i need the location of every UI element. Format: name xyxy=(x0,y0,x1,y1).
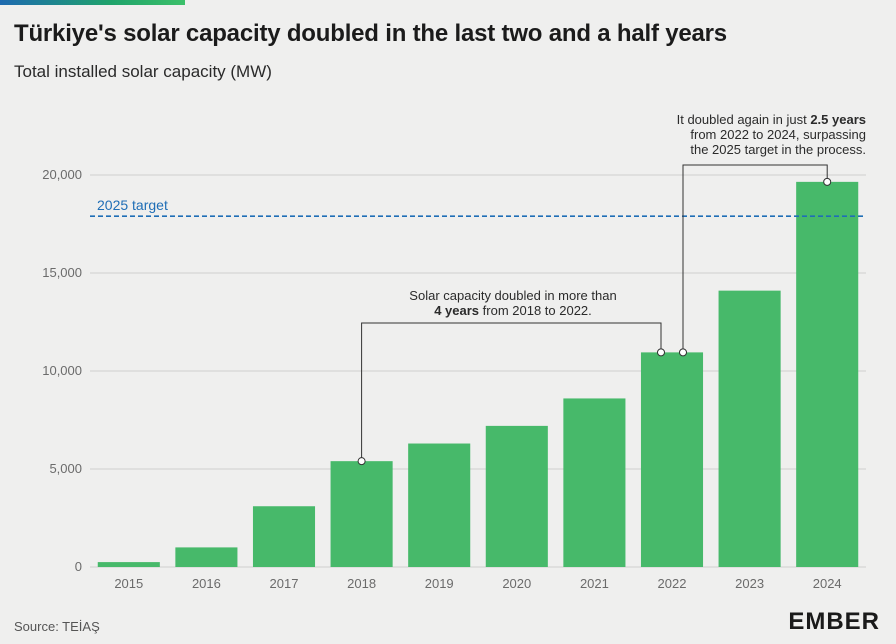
y-tick-label: 10,000 xyxy=(42,363,82,378)
x-axis-ticks: 2015 2016 2017 2018 2019 2020 2021 2022 2023 2024 xyxy=(114,576,841,591)
bar-2016 xyxy=(175,547,238,567)
x-tick-label: 2018 xyxy=(347,576,376,591)
annotation-span: Solar capacity doubled in more than xyxy=(409,288,616,303)
bar-2015 xyxy=(97,562,160,567)
annotation-bold: 4 years xyxy=(434,303,479,318)
x-tick-label: 2022 xyxy=(658,576,687,591)
annotation-marker xyxy=(679,348,687,357)
bar-2020 xyxy=(485,425,548,567)
bar-2022 xyxy=(640,352,704,567)
bar-2017 xyxy=(252,506,316,567)
annotation-marker xyxy=(823,177,832,186)
ember-logo: EMBER xyxy=(788,608,880,636)
x-tick-label: 2024 xyxy=(813,576,842,591)
x-tick-label: 2016 xyxy=(192,576,221,591)
bar-2018 xyxy=(330,461,393,567)
x-tick-label: 2017 xyxy=(270,576,299,591)
logo-text: EMBER xyxy=(788,608,880,635)
chart-title: Türkiye's solar capacity doubled in the … xyxy=(14,20,727,47)
annotation-text: It doubled again in just 2.5 years xyxy=(677,112,866,127)
bar-2023 xyxy=(718,290,781,567)
bar-2019 xyxy=(408,443,471,567)
y-tick-label: 20,000 xyxy=(42,167,82,182)
y-tick-label: 15,000 xyxy=(42,265,82,280)
annotation-bold: 2.5 years xyxy=(810,112,866,127)
source-note: Source: TEİAŞ xyxy=(14,619,100,634)
x-tick-label: 2021 xyxy=(580,576,609,591)
accent-bar xyxy=(0,0,185,5)
annotation-span: the 2025 target in the process. xyxy=(690,142,866,157)
annotation-text: from 2022 to 2024, surpassing xyxy=(690,127,866,142)
target-line-group: 2025 target xyxy=(90,197,866,217)
target-label: 2025 target xyxy=(97,197,168,213)
x-tick-label: 2020 xyxy=(502,576,531,591)
y-tick-label: 0 xyxy=(75,559,82,574)
y-axis-ticks: 0 5,000 10,000 15,000 20,000 xyxy=(42,167,82,574)
chart-subtitle: Total installed solar capacity (MW) xyxy=(14,62,272,81)
annotation-bracket xyxy=(361,322,662,462)
x-tick-label: 2023 xyxy=(735,576,764,591)
annotation-bracket xyxy=(682,164,828,353)
annotation-text: 4 years from 2018 to 2022. xyxy=(434,303,592,318)
annotation-text: Solar capacity doubled in more than xyxy=(409,288,616,303)
annotation-text: the 2025 target in the process. xyxy=(690,142,866,157)
annotation-marker xyxy=(357,457,366,466)
y-tick-label: 5,000 xyxy=(49,461,82,476)
x-tick-label: 2015 xyxy=(114,576,143,591)
annotation-marker xyxy=(657,348,665,357)
annotation-span: It doubled again in just xyxy=(677,112,811,127)
annotation-span: from 2018 to 2022. xyxy=(479,303,592,318)
annotation-span: from 2022 to 2024, surpassing xyxy=(690,127,866,142)
bar-2024 xyxy=(796,181,859,568)
bar-2021 xyxy=(563,398,626,567)
x-tick-label: 2019 xyxy=(425,576,454,591)
bars xyxy=(97,181,859,568)
